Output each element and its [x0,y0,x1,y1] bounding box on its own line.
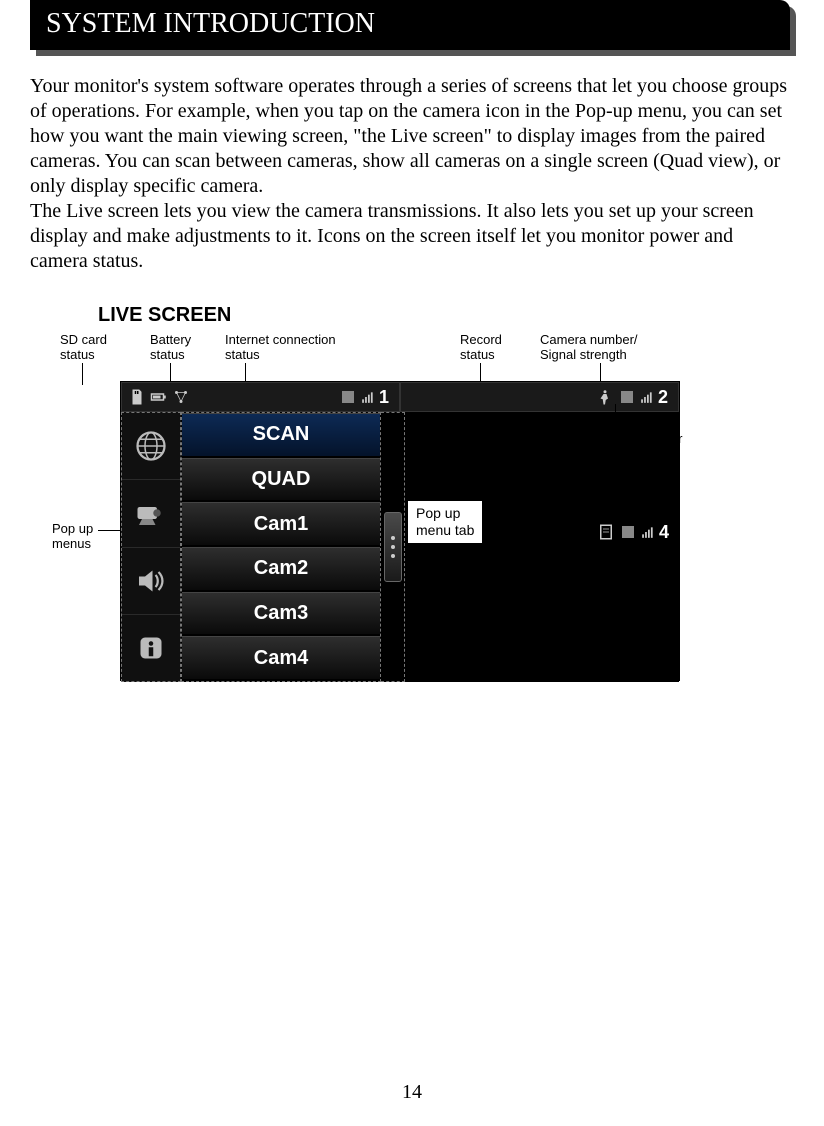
network-icon [172,388,190,406]
top-callouts: SD cardstatus Batterystatus Internet con… [60,333,720,381]
page-number: 14 [0,1081,824,1104]
paragraph-1: Your monitor's system software operates … [30,75,787,197]
signal-icon [640,390,654,404]
figure-heading: LIVE SCREEN [98,304,720,327]
live-screen-figure: LIVE SCREEN SD cardstatus Batterystatus … [60,304,720,681]
cam4-badge-row: 4 [597,522,673,542]
menu-scan[interactable]: SCAN [182,413,380,458]
rec-icon-1 [339,388,357,406]
sd-card-icon [128,388,146,406]
callout-record: Recordstatus [460,333,502,363]
callout-battery: Batterystatus [150,333,191,363]
menu-cam3[interactable]: Cam3 [182,592,380,637]
popup-menu-tab[interactable] [384,512,402,582]
signal-icon [641,525,655,539]
leader-sd [82,363,83,385]
device-screen: 1 2 [120,381,680,681]
callout-motion: Motion Indicator [590,432,683,447]
cam1-badge: 1 [361,387,393,407]
motion-icon [596,388,614,406]
popup-tab-column [381,412,405,682]
popup-tab-label: Pop upmenu tab [407,500,483,544]
menu-cam4[interactable]: Cam4 [182,636,380,681]
callout-camnum: Camera number/Signal strength [540,333,638,363]
camera-menu: SCAN QUAD Cam1 Cam2 Cam3 Cam4 [181,412,381,682]
cam4-badge: 4 [641,522,673,542]
cam2-num: 2 [656,387,670,408]
section-title: SYSTEM INTRODUCTION [30,0,790,50]
status-bar: 1 2 [121,382,679,412]
menu-cam2[interactable]: Cam2 [182,547,380,592]
info-icon[interactable] [122,615,180,681]
paragraph-2: The Live screen lets you view the camera… [30,200,754,272]
callout-sd: SD cardstatus [60,333,107,363]
device-content: SCAN QUAD Cam1 Cam2 Cam3 Cam4 Pop upmenu… [121,412,679,682]
leader-popup-menus [98,530,120,531]
intro-paragraphs: Your monitor's system software operates … [30,74,794,274]
doc-icon [597,523,615,541]
globe-icon[interactable] [122,413,180,480]
speaker-icon[interactable] [122,548,180,615]
signal-icon [361,390,375,404]
battery-icon [150,388,168,406]
status-right: 2 [400,382,679,412]
callout-internet: Internet connectionstatus [225,333,336,363]
cam1-num: 1 [377,387,391,408]
rec-icon-2 [618,388,636,406]
rec-icon-4 [619,523,637,541]
leader-motion [615,404,616,432]
status-left: 1 [121,382,400,412]
menu-cam1[interactable]: Cam1 [182,502,380,547]
video-pane: Pop upmenu tab 4 [405,412,679,682]
camera-icon[interactable] [122,480,180,547]
cam2-badge: 2 [640,387,672,407]
cam4-num: 4 [657,522,671,543]
callout-popup-menus: Pop upmenus [52,522,93,552]
popup-menu-sidebar[interactable] [121,412,181,682]
menu-quad[interactable]: QUAD [182,458,380,503]
